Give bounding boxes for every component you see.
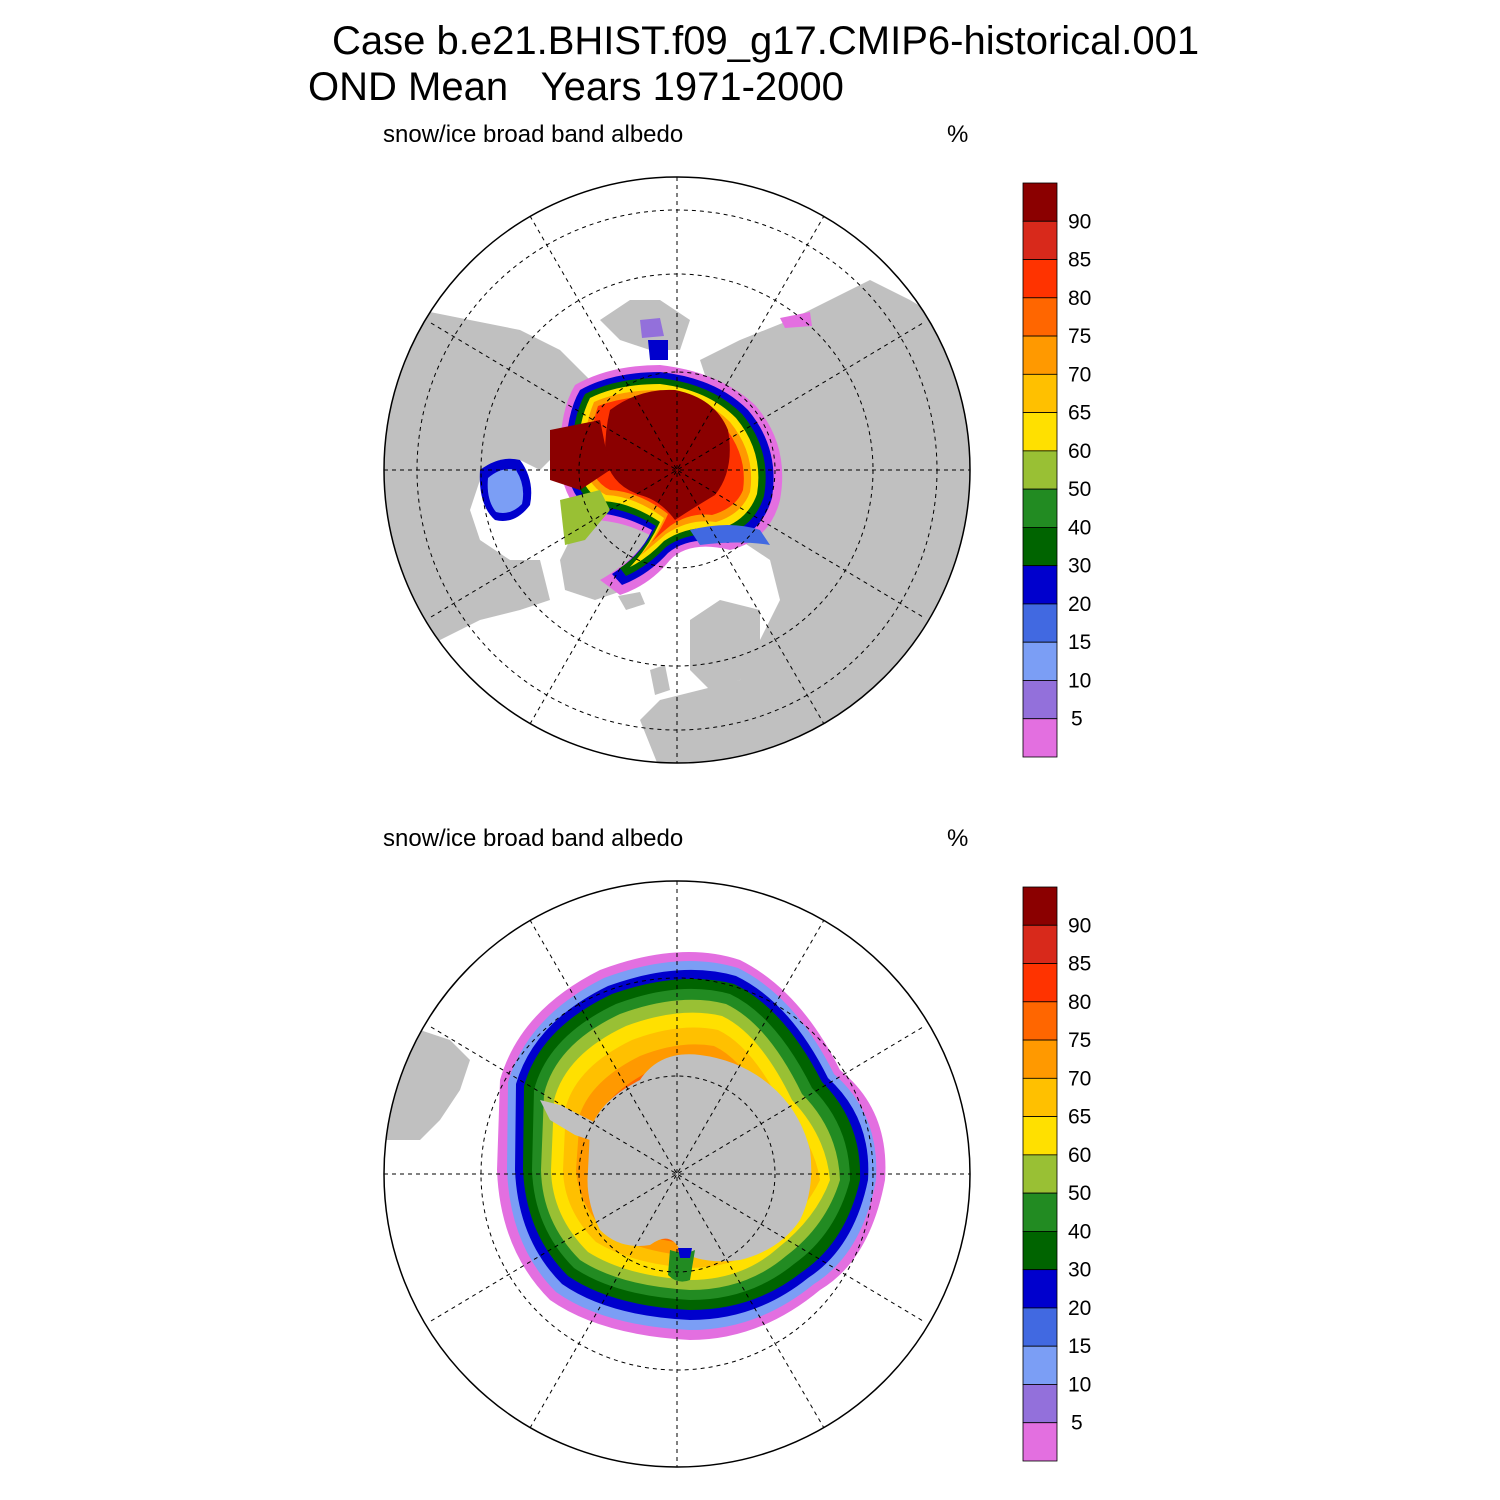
colorbar-1-tick-label: 60 bbox=[1068, 440, 1091, 463]
colorbar-1-swatch bbox=[1022, 718, 1058, 758]
arctic-map bbox=[383, 176, 971, 764]
colorbar-2-tick-label: 80 bbox=[1068, 991, 1091, 1014]
colorbar-1-tick-label: 5 bbox=[1071, 708, 1083, 731]
colorbar-1-tick-label: 30 bbox=[1068, 555, 1091, 578]
panel-1-units-label: % bbox=[947, 121, 969, 148]
colorbar-2-swatch bbox=[1022, 1077, 1058, 1118]
colorbar-2-tick-label: 5 bbox=[1071, 1412, 1083, 1435]
bering-ice-1 bbox=[640, 318, 664, 338]
colorbar-1-swatch bbox=[1022, 335, 1058, 375]
colorbar-south: 90 85 80 75 70 65 60 50 40 30 20 15 10 5 bbox=[1022, 886, 1091, 1462]
baffin-bay-ice bbox=[560, 490, 610, 545]
colorbar-1-tick-label: 75 bbox=[1068, 325, 1091, 348]
colorbar-2-tick-label: 10 bbox=[1068, 1373, 1091, 1396]
colorbar-2-swatch bbox=[1022, 1001, 1058, 1041]
colorbar-2-tick-label: 65 bbox=[1068, 1106, 1091, 1129]
colorbar-2-swatch bbox=[1022, 963, 1058, 1003]
colorbar-1-tick-label: 80 bbox=[1068, 287, 1091, 310]
panel-2-variable-label: snow/ice broad band albedo bbox=[383, 825, 684, 852]
colorbar-1-swatch bbox=[1022, 373, 1058, 414]
colorbar-2-tick-label: 30 bbox=[1068, 1259, 1091, 1282]
colorbar-2-swatch bbox=[1022, 1269, 1058, 1309]
colorbar-1-swatch bbox=[1022, 641, 1058, 681]
panel-2-units-label: % bbox=[947, 825, 969, 852]
colorbar-1-swatch bbox=[1022, 182, 1058, 222]
colorbar-2-swatch bbox=[1022, 886, 1058, 926]
colorbar-2-swatch bbox=[1022, 1345, 1058, 1385]
scandinavia-landmass bbox=[690, 600, 760, 690]
colorbar-2-swatch bbox=[1022, 1384, 1058, 1424]
title-line-1: Case b.e21.BHIST.f09_g17.CMIP6-historica… bbox=[332, 19, 1200, 63]
colorbar-1-swatch bbox=[1022, 259, 1058, 299]
bering-ice-2 bbox=[648, 340, 668, 360]
okhotsk-ice bbox=[780, 312, 812, 328]
colorbar-1-tick-label: 50 bbox=[1068, 478, 1091, 501]
colorbar-2-tick-label: 60 bbox=[1068, 1144, 1091, 1167]
colorbar-2-tick-label: 40 bbox=[1068, 1220, 1091, 1243]
antarctic-graticule bbox=[384, 881, 970, 1467]
antarctic-peninsula bbox=[540, 1100, 620, 1145]
colorbar-1-tick-label: 85 bbox=[1068, 249, 1091, 272]
barents-ice-edge bbox=[690, 525, 770, 545]
colorbar-1-swatch bbox=[1022, 450, 1058, 490]
colorbar-1-swatch bbox=[1022, 297, 1058, 337]
colorbar-1-swatch bbox=[1022, 565, 1058, 605]
arctic-map-border bbox=[383, 176, 971, 764]
colorbar-north: 90 85 80 75 70 65 60 50 40 30 20 15 10 5 bbox=[1022, 182, 1091, 758]
colorbar-2-swatch bbox=[1022, 924, 1058, 964]
colorbar-1-tick-label: 20 bbox=[1068, 593, 1091, 616]
colorbar-1-tick-label: 10 bbox=[1068, 669, 1091, 692]
antarctic-map bbox=[383, 880, 971, 1468]
north-america-landmass bbox=[384, 310, 600, 660]
colorbar-1-swatch bbox=[1022, 488, 1058, 528]
colorbar-2-swatch bbox=[1022, 1116, 1058, 1156]
colorbar-1-tick-label: 40 bbox=[1068, 516, 1091, 539]
colorbar-2-swatch bbox=[1022, 1192, 1058, 1232]
colorbar-2-tick-label: 85 bbox=[1068, 953, 1091, 976]
colorbar-2-tick-label: 50 bbox=[1068, 1182, 1091, 1205]
colorbar-1-tick-label: 70 bbox=[1068, 363, 1091, 386]
colorbar-2-tick-label: 75 bbox=[1068, 1029, 1091, 1052]
colorbar-2-tick-label: 90 bbox=[1068, 914, 1091, 937]
colorbar-2-tick-label: 70 bbox=[1068, 1067, 1091, 1090]
colorbar-1-tick-label: 65 bbox=[1068, 402, 1091, 425]
colorbar-2-swatch bbox=[1022, 1307, 1058, 1347]
arctic-ice-90pct-core bbox=[605, 389, 730, 520]
antarctica-landmass bbox=[587, 1054, 812, 1262]
hudson-bay-ice-inner bbox=[487, 469, 524, 513]
colorbar-2-swatch bbox=[1022, 1231, 1058, 1271]
colorbar-2-swatch bbox=[1022, 1422, 1058, 1462]
panel-1-variable-label: snow/ice broad band albedo bbox=[383, 121, 684, 148]
colorbar-1-swatch bbox=[1022, 220, 1058, 260]
iceland-landmass bbox=[618, 592, 645, 610]
colorbar-2-tick-label: 20 bbox=[1068, 1297, 1091, 1320]
british-isles-landmass bbox=[650, 665, 670, 695]
colorbar-2-swatch bbox=[1022, 1154, 1058, 1194]
colorbar-1-swatch bbox=[1022, 527, 1058, 567]
colorbar-1-swatch bbox=[1022, 680, 1058, 720]
colorbar-1-tick-label: 15 bbox=[1068, 631, 1091, 654]
colorbar-1-swatch bbox=[1022, 412, 1058, 452]
arctic-graticule bbox=[384, 177, 970, 763]
colorbar-1-swatch bbox=[1022, 603, 1058, 643]
antarctic-map-border bbox=[383, 880, 971, 1468]
colorbar-2-swatch bbox=[1022, 1039, 1058, 1079]
colorbar-1-tick-label: 90 bbox=[1068, 210, 1091, 233]
colorbar-2-tick-label: 15 bbox=[1068, 1335, 1091, 1358]
title-line-2: OND Mean Years 1971-2000 bbox=[308, 65, 844, 109]
ross-sea-low bbox=[678, 1248, 692, 1258]
